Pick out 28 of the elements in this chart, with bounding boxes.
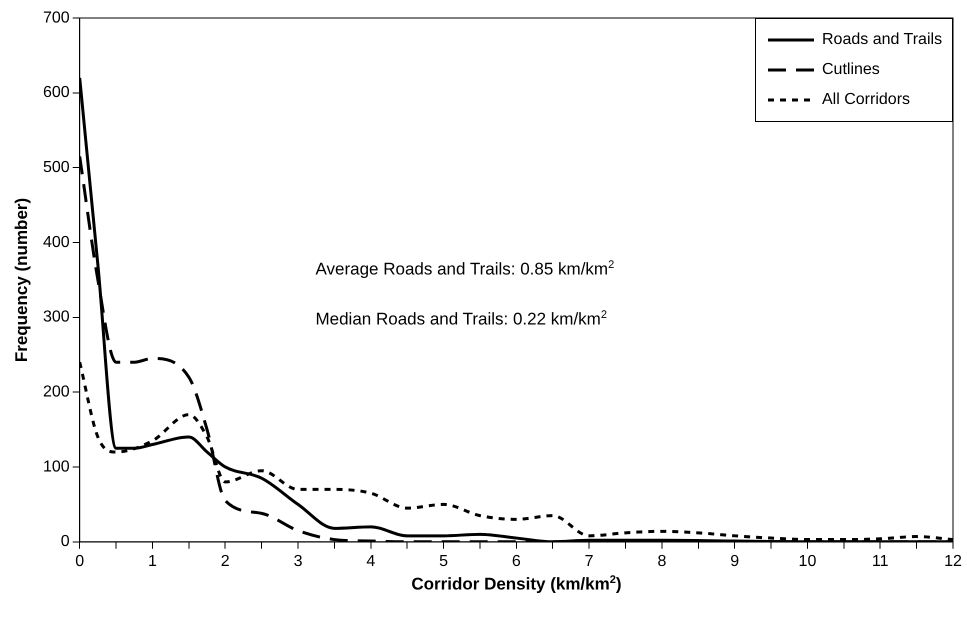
legend-label: Roads and Trails (822, 31, 942, 49)
x-tick-label: 5 (439, 552, 448, 570)
y-axis-title: Frequency (number) (12, 198, 32, 362)
x-tick-label: 2 (220, 552, 230, 570)
annotation: Average Roads and Trails: 0.85 km/km$^{2}$ (315, 258, 614, 280)
y-tick-label: 300 (42, 308, 70, 326)
y-tick-label: 400 (42, 234, 70, 251)
x-axis-title: Corridor Density (km/km$^{2}$) (411, 574, 622, 594)
x-tick-label: 0 (75, 552, 84, 570)
y-tick-label: 700 (42, 9, 70, 26)
x-tick-label: 9 (730, 552, 740, 570)
y-tick-label: 600 (42, 84, 70, 102)
y-tick-label: 0 (60, 533, 70, 550)
y-tick-label: 200 (42, 384, 70, 401)
x-tick-label: 3 (294, 552, 303, 570)
x-tick-label: 6 (512, 552, 521, 570)
y-tick-label: 100 (42, 458, 70, 476)
y-tick-label: 500 (42, 159, 70, 176)
x-tick-label: 1 (148, 552, 158, 570)
x-tick-label: 4 (366, 552, 376, 570)
legend-label: Cutlines (822, 61, 880, 79)
annotation: Median Roads and Trails: 0.22 km/km$^{2}$ (315, 308, 607, 330)
x-tick-label: 12 (944, 552, 962, 570)
x-tick-label: 11 (872, 552, 889, 570)
x-tick-label: 7 (584, 552, 594, 570)
x-tick-label: 8 (657, 552, 666, 570)
x-tick-label: 10 (798, 552, 816, 570)
legend-label: All Corridors (822, 91, 910, 109)
